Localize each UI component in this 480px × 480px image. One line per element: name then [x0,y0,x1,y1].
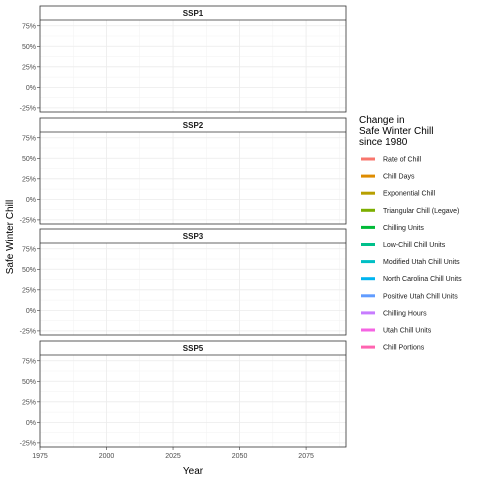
legend-label: Rate of Chill [383,157,422,164]
legend-title-line: Change in [359,115,405,126]
y-tick-label: 50% [22,44,36,51]
x-axis: 1975 2000 2025 2050 2075 [32,447,314,460]
legend-item: Positive Utah Chill Units [361,293,458,300]
y-tick-label: -25% [20,328,36,335]
legend-label: Triangular Chill (Legave) [383,208,459,215]
legend-title-line: Safe Winter Chill [359,126,433,137]
y-tick-label: 75% [22,135,36,142]
legend-label: Utah Chill Units [383,328,432,335]
y-tick-label: 75% [22,23,36,30]
panel-border [39,5,347,113]
y-tick-label: 50% [22,267,36,274]
legend-item: Chilling Hours [361,310,427,317]
y-tick-label: -25% [20,105,36,112]
legend-label: Chilling Units [383,225,424,232]
legend-item: Chill Portions [361,345,425,352]
legend-item: Triangular Chill (Legave) [361,208,459,215]
x-tick-label: 1975 [32,453,48,460]
facet-panel: SSP5 -25% 0% 25% 50% 75% [20,340,347,448]
legend-label: Modified Utah Chill Units [383,259,460,266]
y-tick-label: 0% [26,197,36,204]
y-tick-label: 75% [22,246,36,253]
legend-item: North Carolina Chill Units [361,276,462,283]
legend-label: Chilling Hours [383,310,427,317]
facet-panel: SSP2 -25% 0% 25% 50% 75% [20,117,347,225]
y-tick-label: 50% [22,379,36,386]
panel-border [39,340,347,448]
legend-label: Positive Utah Chill Units [383,293,458,300]
panel-border [39,228,347,336]
x-axis-title: Year [183,466,204,477]
facet-panel: SSP1 -25% 0% 25% 50% 75% [20,5,347,113]
y-tick-label: 25% [22,399,36,406]
legend-label: Chill Days [383,174,415,181]
panel-border [39,117,347,225]
legend-item: Modified Utah Chill Units [361,259,460,266]
y-tick-label: 25% [22,64,36,71]
y-tick-label: 75% [22,358,36,365]
facet-strip-title: SSP2 [183,121,204,130]
x-tick-label: 2025 [165,453,181,460]
facet-panel: SSP3 -25% 0% 25% 50% 75% [20,228,347,336]
legend-item: Rate of Chill [361,157,422,164]
x-tick-label: 2050 [232,453,248,460]
y-tick-label: 25% [22,176,36,183]
facet-panels: SSP1-25%0%25%50%75%SSP2-25%0%25%50%75%SS… [20,5,347,448]
y-axis-title: Safe Winter Chill [5,200,16,274]
legend-item: Chill Days [361,174,415,181]
facet-strip-title: SSP1 [183,9,204,18]
facet-strip-title: SSP5 [183,344,204,353]
legend-label: North Carolina Chill Units [383,276,462,283]
y-tick-label: 25% [22,287,36,294]
legend-label: Exponential Chill [383,191,436,198]
x-tick-label: 2000 [99,453,115,460]
y-tick-label: 0% [26,85,36,92]
legend-label: Chill Portions [383,345,425,352]
facet-strip-title: SSP3 [183,232,204,241]
y-tick-label: 50% [22,156,36,163]
legend-title-line: since 1980 [359,137,408,148]
legend-item: Exponential Chill [361,191,436,198]
y-tick-label: 0% [26,420,36,427]
x-tick-label: 2075 [298,453,314,460]
legend-item: Low-Chill Chill Units [361,242,446,249]
y-tick-label: -25% [20,217,36,224]
legend-item: Chilling Units [361,225,424,232]
y-tick-label: -25% [20,440,36,447]
y-tick-label: 0% [26,308,36,315]
legend-item: Utah Chill Units [361,328,432,335]
legend-label: Low-Chill Chill Units [383,242,446,249]
